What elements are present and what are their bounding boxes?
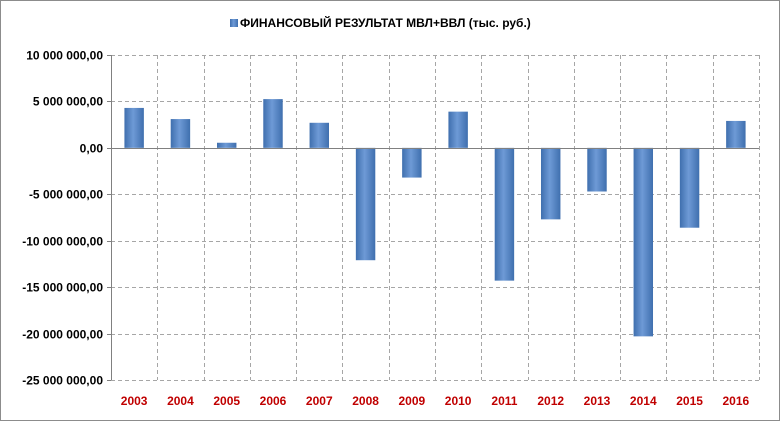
x-tick-label: 2009: [399, 394, 426, 408]
axes: [111, 55, 759, 380]
bar-2006: [263, 99, 283, 148]
bar-2007: [309, 122, 330, 148]
x-tick-label: 2012: [537, 394, 564, 408]
x-tick-label: 2005: [213, 394, 240, 408]
bar-2012: [540, 147, 561, 220]
y-tick-label: 0,00: [80, 142, 104, 156]
legend-swatch: [230, 19, 238, 27]
y-tick-label: -25 000 000,00: [22, 374, 103, 388]
x-tick-label: 2006: [260, 394, 287, 408]
x-tick-label: 2014: [630, 394, 657, 408]
bar-2011: [494, 147, 515, 281]
x-tick-label: 2003: [121, 394, 148, 408]
bar-2013: [587, 147, 607, 192]
bar-2008: [355, 147, 376, 261]
bars: [124, 99, 746, 337]
bar-2005: [216, 142, 237, 148]
x-tick-label: 2015: [676, 394, 703, 408]
x-axis-ticks: 2003 2004 2005 2006 2007 2008 2009 2010 2011 2012…: [121, 394, 750, 408]
x-tick-label: 2008: [352, 394, 379, 408]
legend-label: ФИНАНСОВЫЙ РЕЗУЛЬТАТ МВЛ+ВВЛ (тыс. руб.): [240, 15, 531, 30]
y-axis-ticks: 10 000 000,00 5 000 000,00 0,00 -5 000 000,…: [22, 49, 111, 388]
bar-2009: [402, 147, 422, 178]
bar-2003: [124, 107, 144, 148]
y-tick-label: -5 000 000,00: [29, 188, 103, 202]
x-tick-label: 2004: [167, 394, 194, 408]
x-tick-label: 2011: [491, 394, 517, 408]
x-tick-label: 2010: [445, 394, 472, 408]
bar-2016: [726, 120, 746, 148]
x-tick-label: 2013: [584, 394, 611, 408]
x-tick-label: 2007: [306, 394, 333, 408]
bar-2015: [679, 147, 700, 228]
y-tick-label: -10 000 000,00: [22, 235, 103, 249]
bar-2004: [170, 119, 191, 148]
y-tick-label: 5 000 000,00: [33, 95, 103, 109]
y-tick-label: 10 000 000,00: [26, 49, 103, 63]
bar-2014: [633, 147, 654, 337]
x-tick-label: 2016: [723, 394, 750, 408]
y-tick-label: -15 000 000,00: [22, 281, 103, 295]
grid: [111, 55, 760, 381]
legend: ФИНАНСОВЫЙ РЕЗУЛЬТАТ МВЛ+ВВЛ (тыс. руб.): [230, 15, 531, 30]
y-tick-label: -20 000 000,00: [22, 328, 103, 342]
bar-2010: [448, 111, 468, 148]
